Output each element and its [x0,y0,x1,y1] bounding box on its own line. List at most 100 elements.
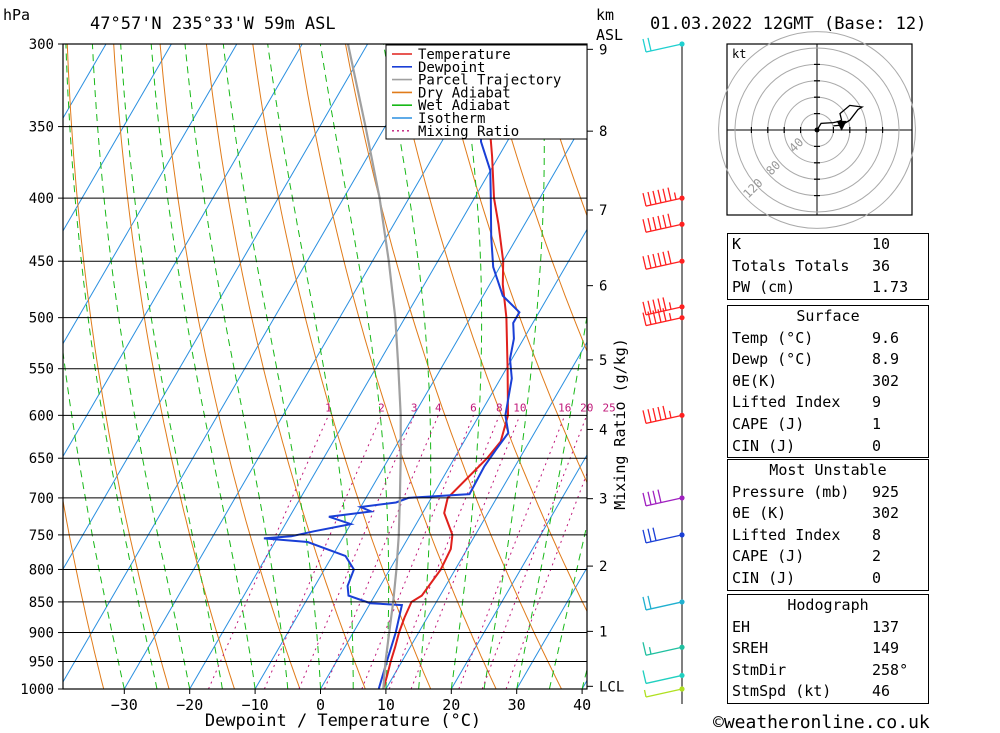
wind-barb-feather [642,492,647,507]
index-row: StmDir 258° [728,660,928,682]
pressure-tick-label: 550 [29,362,54,378]
temperature-tick-label: −20 [176,696,203,714]
index-label: θE (K) [732,504,787,523]
mixing-ratio-axis-label: Mixing Ratio (g/kg) [611,338,629,510]
index-label: CAPE (J) [732,414,805,433]
location-label: 47°57'N 235°33'W 59m ASL [90,14,336,34]
legend-box [385,44,588,140]
mixing-ratio-line [388,415,500,689]
wind-barb [645,260,683,270]
index-row: EH 137 [728,617,928,639]
hodograph-trace [816,104,865,131]
index-row: Dewp (°C) 8.9 [728,349,928,371]
wind-barb-feather [657,489,662,503]
dry-adiabat-line [205,44,366,689]
index-value: 258° [872,660,909,679]
legend-entry: Wet Adiabat [418,98,511,114]
wet-adiabat-line [150,44,256,689]
wind-barb-feather [647,254,652,269]
index-label: StmSpd (kt) [732,682,832,701]
index-label: Lifted Index [732,525,841,544]
index-value: 2 [872,547,882,566]
mixing-ratio-line [324,415,439,689]
wind-barb-feather [647,300,652,314]
wet-adiabat-line [450,44,483,689]
wet-adiabat-line [222,44,321,689]
pressure-tick-label: 850 [29,595,54,611]
pressure-tick-label: 950 [29,655,54,671]
temperature-tick-label: 20 [442,696,460,714]
index-row: Lifted Index 9 [728,392,928,414]
most-unstable-indices-panel: Most Unstable Pressure (mb) 925 θE (K) 302 Li… [727,459,929,591]
header: hPa 47°57'N 235°33'W 59m ASL km ASL 01.0… [3,6,926,44]
wind-barb [645,646,683,656]
wind-barb-feather [667,187,672,201]
pressure-tick-label: 600 [29,408,54,424]
index-row: CAPE (J) 2 [728,546,928,568]
pressure-unit-label: hPa [3,6,30,24]
mixing-ratio-label: 6 [470,401,477,414]
hodograph-unit-label: kt [732,47,746,61]
wet-adiabat-line [91,44,191,689]
index-row: CIN (J) 0 [728,436,928,458]
wind-barb-feather [642,642,647,656]
wind-barb [645,497,683,507]
dry-adiabat-line [391,44,587,613]
wind-barb-feather [657,215,662,230]
dry-adiabat-line [484,44,587,353]
isotherm-line [254,115,587,689]
dry-adiabat-line [113,44,235,689]
pressure-tick-label: 1000 [20,682,54,698]
index-label: PW (cm) [732,278,796,297]
height-tick-label: 5 [599,353,607,369]
height-tick-labels: 9 8 7 6 5 4 3 2 1 LCL [587,42,624,695]
storm-motion-marker [836,120,847,131]
pressure-tick-label: 750 [29,528,54,544]
index-row: K 10 [728,234,928,256]
wind-barb-feather [642,670,647,684]
temperature-tick-label: 0 [316,696,325,714]
wind-barb-feather [642,596,647,611]
series-dewpoint [263,44,521,689]
index-row: θE (K) 302 [728,503,928,525]
mixing-ratio-label: 25 [603,401,616,414]
index-label: CAPE (J) [732,547,805,566]
height-tick-label: 1 [599,624,607,640]
wind-barb-feather [647,595,652,609]
legend-entry: Parcel Trajectory [418,73,561,89]
plot-frame [62,43,588,690]
pressure-tick-label: 300 [29,37,54,53]
index-row: SREH 149 [728,638,928,660]
index-row: Temp (°C) 9.6 [728,328,928,350]
index-row: Lifted Index 8 [728,525,928,547]
dry-adiabat-line [948,44,1000,689]
index-row: Pressure (mb) 925 [728,482,928,504]
wind-barb-feather [648,646,652,655]
wind-barb-feather [647,37,652,52]
hodograph-ring [718,31,916,229]
height-tick-label: LCL [599,679,624,695]
index-label: CIN (J) [732,436,796,455]
mixing-ratio-label: 16 [558,401,571,414]
isobar-lines [63,43,587,690]
index-value: 8.9 [872,350,900,369]
wind-barb-feather [662,297,667,311]
wind-barb-feather [647,218,652,232]
isotherm-line [189,44,565,689]
index-label: Lifted Index [732,393,841,412]
wind-barb-feather [667,213,672,227]
dry-adiabat-line [66,44,170,689]
index-value: 8 [872,525,882,544]
temperature-tick-label: −10 [242,696,269,714]
wind-barb-feather [647,191,652,206]
index-row: Totals Totals 36 [728,256,928,278]
credit-label: ©weatheronline.co.uk [713,712,930,733]
panel-title: Surface [796,307,860,325]
index-label: K [732,235,742,253]
wind-barb-feather [642,192,647,207]
hodograph-origin [814,127,820,133]
index-label: Temp (°C) [732,328,814,347]
wind-barb-feather [643,689,647,698]
wind-barb [645,223,683,233]
